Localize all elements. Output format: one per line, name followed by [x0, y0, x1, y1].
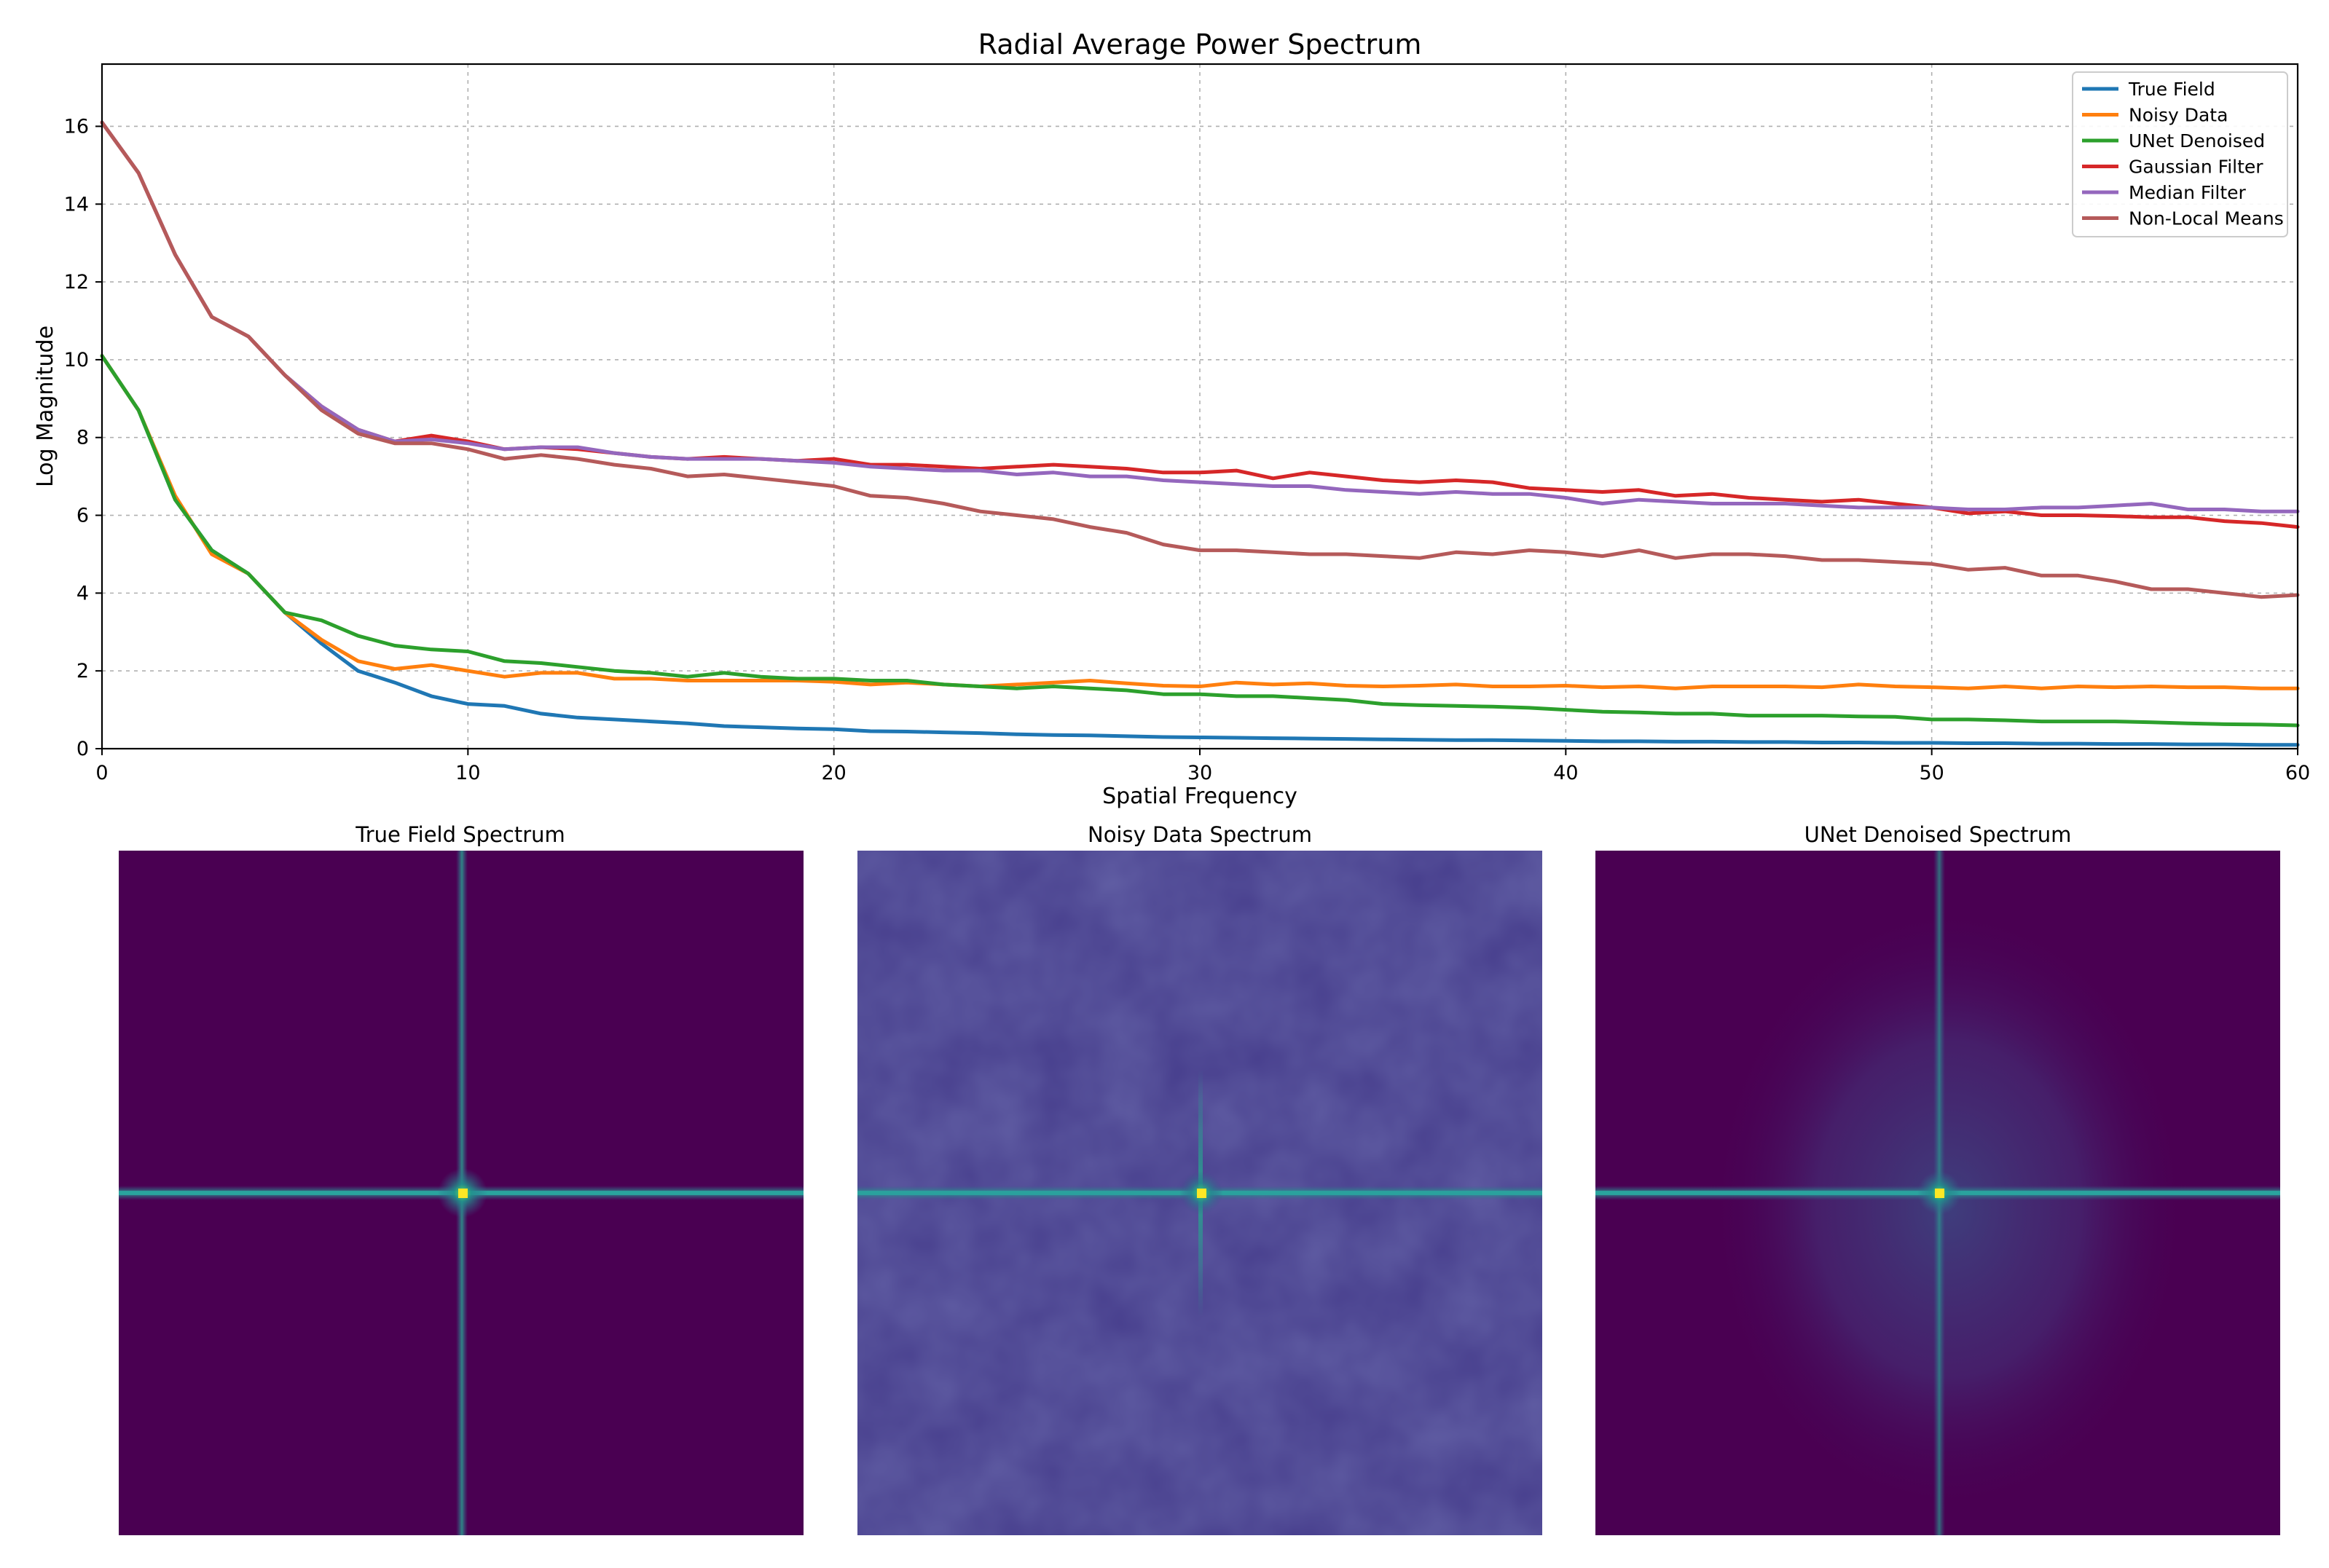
noisy-data-dc-peak: [1197, 1189, 1206, 1198]
y-tick-label: 12: [64, 271, 89, 293]
x-tick-label: 50: [1919, 762, 1944, 784]
series-line-non-local-means: [100, 120, 2300, 599]
x-tick-label: 40: [1553, 762, 1578, 784]
series-line-median-filter: [100, 120, 2300, 513]
y-axis-label: Log Magnitude: [33, 326, 58, 487]
legend-label-median-filter: Median Filter: [2129, 182, 2247, 203]
chart-title: Radial Average Power Spectrum: [978, 28, 1422, 60]
true-field-spectrum-panel: True Field Spectrum: [119, 822, 804, 1535]
y-tick-label: 2: [76, 660, 89, 682]
x-axis-label: Spatial Frequency: [1102, 784, 1297, 809]
legend: True Field Noisy Data UNet Denoised Gaussia…: [2072, 71, 2288, 237]
series-line-unet-denoised: [100, 354, 2300, 728]
noisy-data-spectrum-panel: Noisy Data Spectrum: [857, 822, 1542, 1535]
line-chart: Radial Average Power Spectrum 0 10 20 30 40 5…: [33, 28, 2310, 809]
y-tick-label: 8: [76, 427, 89, 449]
series-line-noisy-data: [100, 354, 2300, 690]
x-tick-label: 0: [95, 762, 108, 784]
series-line-true-field: [100, 354, 2300, 747]
y-tick-label: 4: [76, 582, 89, 604]
y-tick-label: 6: [76, 505, 89, 527]
unet-denoised-dc-peak: [1935, 1189, 1944, 1198]
x-tick-label: 10: [455, 762, 480, 784]
legend-label-noisy-data: Noisy Data: [2129, 105, 2228, 126]
legend-label-non-local-means: Non-Local Means: [2129, 208, 2284, 229]
x-axis-ticks: 0 10 20 30 40 50 60: [95, 749, 2310, 784]
x-tick-label: 20: [821, 762, 846, 784]
y-tick-label: 16: [64, 115, 89, 138]
noisy-data-spectrum-title: Noisy Data Spectrum: [1088, 822, 1312, 847]
plot-area: [102, 64, 2298, 749]
y-tick-label: 0: [76, 738, 89, 760]
series-layer: [100, 120, 2300, 747]
unet-denoised-spectrum-title: UNet Denoised Spectrum: [1804, 822, 2072, 847]
legend-label-gaussian-filter: Gaussian Filter: [2129, 157, 2263, 178]
y-axis-ticks: 0 2 4 6 8 10 12 14 16: [64, 115, 102, 760]
y-tick-label: 10: [64, 349, 89, 371]
true-field-spectrum-title: True Field Spectrum: [355, 822, 565, 847]
x-tick-label: 30: [1187, 762, 1212, 784]
y-tick-label: 14: [64, 193, 89, 216]
legend-box: [2072, 71, 2288, 237]
x-tick-label: 60: [2285, 762, 2310, 784]
legend-label-true-field: True Field: [2128, 79, 2215, 100]
unet-denoised-spectrum-panel: UNet Denoised Spectrum: [1595, 822, 2280, 1535]
true-field-dc-peak: [458, 1189, 468, 1198]
legend-label-unet-denoised: UNet Denoised: [2129, 130, 2265, 151]
gridlines: [102, 64, 2298, 749]
